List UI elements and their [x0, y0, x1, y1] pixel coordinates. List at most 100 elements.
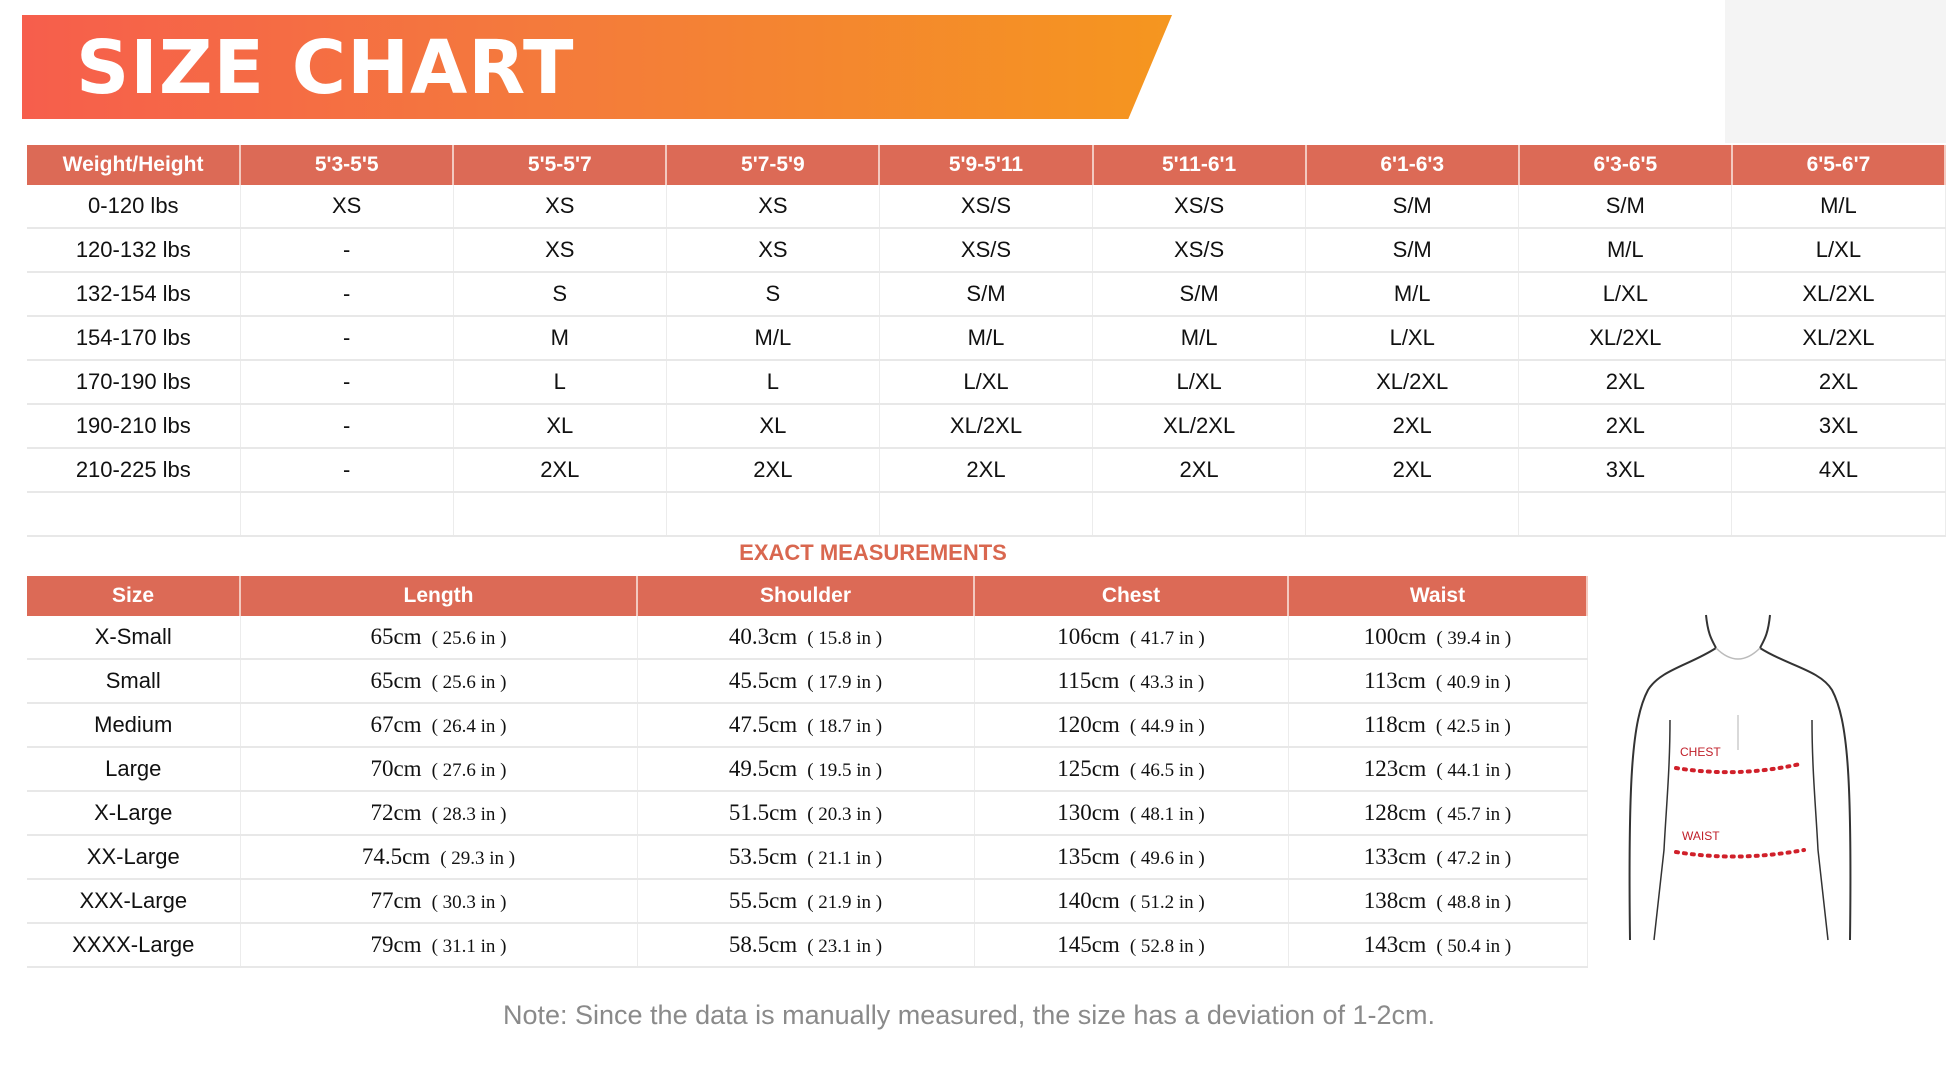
- cm-value: 118cm: [1364, 712, 1426, 737]
- cm-value: 79cm: [370, 932, 422, 957]
- size-cell: XL/2XL: [1731, 272, 1946, 317]
- size-cell: 2XL: [1305, 404, 1520, 449]
- cm-value: 53.5cm: [728, 844, 798, 869]
- size-cell: 2XL: [666, 448, 880, 493]
- inch-value: ( 31.1 in ): [431, 936, 507, 957]
- measurement-cell: 123cm ( 44.1 in ): [1288, 747, 1588, 792]
- inch-value: ( 46.5 in ): [1129, 760, 1205, 781]
- size-cell: 3XL: [1731, 404, 1946, 449]
- measurement-cell: 72cm ( 28.3 in ): [240, 791, 638, 836]
- column-header: Weight/Height: [27, 145, 242, 185]
- size-name-cell: Large: [27, 747, 241, 792]
- empty-cell: [1518, 492, 1733, 537]
- inch-value: ( 52.8 in ): [1129, 936, 1205, 957]
- measurement-cell: 79cm ( 31.1 in ): [240, 923, 638, 968]
- empty-cell: [1305, 492, 1520, 537]
- size-cell: L/XL: [1305, 316, 1520, 361]
- size-cell: -: [240, 228, 454, 273]
- cm-value: 49.5cm: [728, 756, 798, 781]
- cm-value: 140cm: [1057, 888, 1120, 913]
- size-cell: 2XL: [1518, 360, 1733, 405]
- size-cell: XS/S: [1092, 185, 1307, 229]
- cm-value: 145cm: [1057, 932, 1120, 957]
- size-cell: -: [240, 404, 454, 449]
- measurement-cell: 67cm ( 26.4 in ): [240, 703, 638, 748]
- measurement-cell: 58.5cm ( 23.1 in ): [637, 923, 975, 968]
- inch-value: ( 25.6 in ): [431, 628, 507, 649]
- waist-measure-line: [1674, 848, 1806, 859]
- empty-cell: [27, 492, 241, 537]
- inch-value: ( 49.6 in ): [1129, 848, 1205, 869]
- cm-value: 143cm: [1363, 932, 1427, 957]
- cm-value: 65cm: [370, 624, 422, 649]
- column-header: 6'5-6'7: [1731, 145, 1946, 185]
- column-header: 5'11-6'1: [1092, 145, 1307, 185]
- size-cell: M/L: [1305, 272, 1520, 317]
- size-cell: XS: [666, 228, 880, 273]
- cm-value: 135cm: [1057, 844, 1120, 869]
- size-cell: 2XL: [1092, 448, 1307, 493]
- inch-value: ( 47.2 in ): [1436, 848, 1512, 869]
- empty-cell: [879, 492, 1094, 537]
- inch-value: ( 39.4 in ): [1436, 628, 1512, 649]
- cm-value: 138cm: [1363, 888, 1427, 913]
- weight-cell: 0-120 lbs: [27, 185, 241, 229]
- measurement-cell: 65cm ( 25.6 in ): [240, 616, 638, 660]
- measurement-cell: 115cm ( 43.3 in ): [974, 659, 1289, 704]
- inch-value: ( 42.5 in ): [1435, 716, 1511, 737]
- size-cell: L/XL: [1092, 360, 1307, 405]
- size-cell: L: [666, 360, 880, 405]
- measurement-cell: 55.5cm ( 21.9 in ): [637, 879, 975, 924]
- inch-value: ( 43.3 in ): [1129, 672, 1205, 693]
- cm-value: 55.5cm: [728, 888, 798, 913]
- size-cell: S/M: [1518, 185, 1733, 229]
- size-cell: -: [240, 272, 454, 317]
- empty-row: [27, 492, 1946, 537]
- weight-cell: 170-190 lbs: [27, 360, 241, 405]
- size-name-cell: XXX-Large: [27, 879, 241, 924]
- cm-value: 128cm: [1363, 800, 1427, 825]
- size-cell: M/L: [666, 316, 880, 361]
- size-name-cell: Small: [27, 659, 241, 704]
- inch-value: ( 44.1 in ): [1436, 760, 1512, 781]
- exact-measurements-table: Size Length Shoulder Chest Waist X-Small 65cm…: [27, 576, 1588, 968]
- inch-value: ( 51.2 in ): [1129, 892, 1205, 913]
- inch-value: ( 50.4 in ): [1436, 936, 1512, 957]
- size-cell: S/M: [1092, 272, 1307, 317]
- table-row: 190-210 lbs - XL XL XL/2XL XL/2XL 2XL 2XL 3XL: [27, 404, 1946, 449]
- weight-cell: 154-170 lbs: [27, 316, 241, 361]
- cm-value: 113cm: [1364, 668, 1426, 693]
- cm-value: 123cm: [1363, 756, 1427, 781]
- cm-value: 67cm: [370, 712, 422, 737]
- inch-value: ( 30.3 in ): [431, 892, 507, 913]
- weight-cell: 132-154 lbs: [27, 272, 241, 317]
- column-header: Chest: [974, 576, 1289, 616]
- size-cell: S/M: [1305, 228, 1520, 273]
- cm-value: 40.3cm: [728, 624, 798, 649]
- cm-value: 115cm: [1057, 668, 1120, 693]
- table-row: XXXX-Large 79cm ( 31.1 in ) 58.5cm ( 23.1 in…: [27, 923, 1588, 968]
- size-cell: XL/2XL: [1305, 360, 1520, 405]
- table-row: 170-190 lbs - L L L/XL L/XL XL/2XL 2XL 2XL: [27, 360, 1946, 405]
- measurement-cell: 45.5cm ( 17.9 in ): [637, 659, 975, 704]
- background-panel: [1725, 0, 1946, 143]
- measurement-cell: 118cm ( 42.5 in ): [1288, 703, 1588, 748]
- measurement-cell: 106cm ( 41.7 in ): [974, 616, 1289, 660]
- size-cell: M/L: [1518, 228, 1733, 273]
- inch-value: ( 48.8 in ): [1436, 892, 1512, 913]
- inch-value: ( 19.5 in ): [807, 760, 883, 781]
- cm-value: 133cm: [1363, 844, 1427, 869]
- size-cell: L/XL: [879, 360, 1094, 405]
- inch-value: ( 40.9 in ): [1435, 672, 1511, 693]
- size-cell: 3XL: [1518, 448, 1733, 493]
- table-row: 132-154 lbs - S S S/M S/M M/L L/XL XL/2XL: [27, 272, 1946, 317]
- cm-value: 130cm: [1057, 800, 1120, 825]
- inch-value: ( 15.8 in ): [807, 628, 883, 649]
- inch-value: ( 26.4 in ): [431, 716, 507, 737]
- column-header: 5'3-5'5: [240, 145, 455, 185]
- measurement-cell: 100cm ( 39.4 in ): [1288, 616, 1588, 660]
- table-row: Medium 67cm ( 26.4 in ) 47.5cm ( 18.7 in ) 12…: [27, 703, 1588, 748]
- inch-value: ( 41.7 in ): [1129, 628, 1205, 649]
- size-cell: M/L: [1092, 316, 1307, 361]
- size-cell: -: [240, 360, 454, 405]
